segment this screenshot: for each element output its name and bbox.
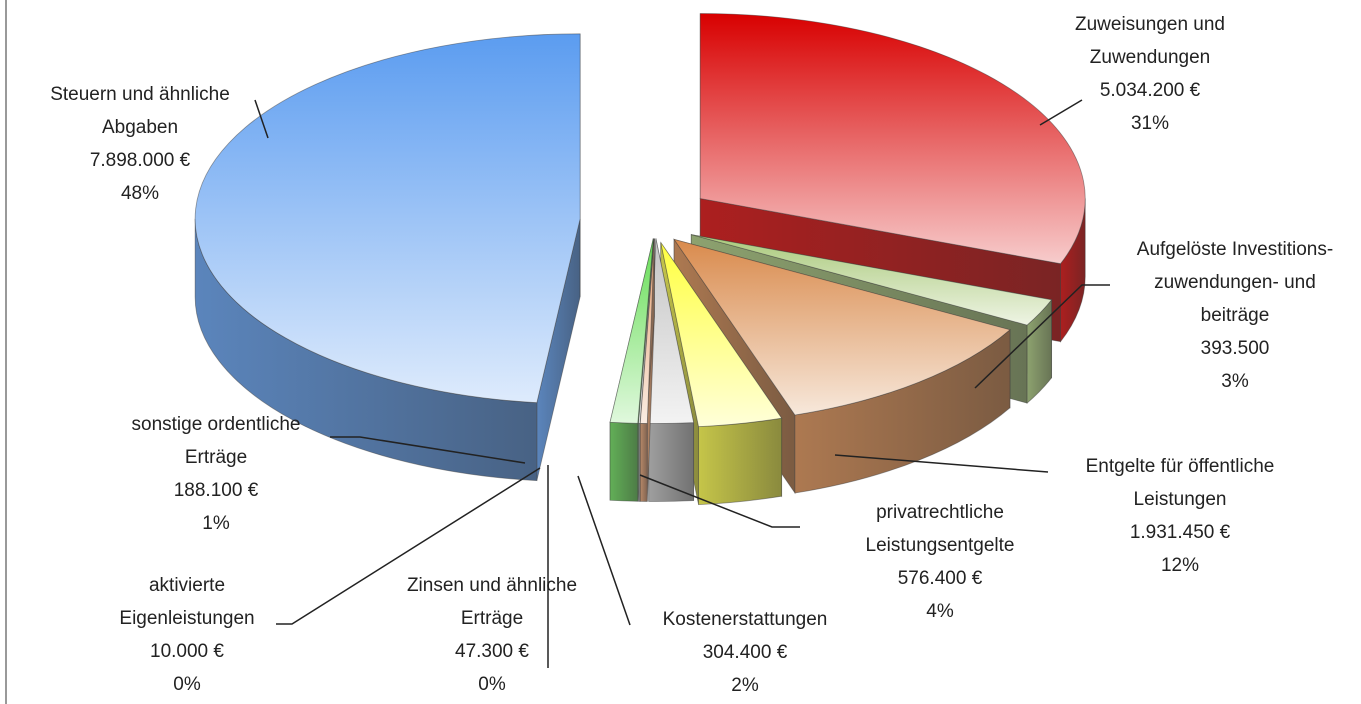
- slice-top: [691, 234, 1053, 326]
- label-line: Abgaben: [102, 117, 178, 138]
- data-label: Aufgelöste Investitions-zuwendungen- und…: [1137, 239, 1333, 392]
- data-label: Zinsen und ähnliche Erträge 47.300 € 0%: [407, 575, 577, 695]
- pie: [194, 13, 1086, 506]
- label-line: 12%: [1161, 555, 1199, 576]
- label-line: 10.000 €: [150, 641, 224, 662]
- leader-line: [834, 454, 1049, 473]
- label-line: 188.100 €: [174, 480, 259, 501]
- label-line: Erträge: [461, 608, 523, 629]
- slice-top: [609, 238, 654, 424]
- label-line: 31%: [1131, 113, 1169, 134]
- slice-side: [609, 421, 639, 502]
- label-line: 3%: [1221, 371, 1249, 392]
- label-line: sonstige ordentliche: [132, 414, 301, 435]
- label-line: 0%: [173, 674, 201, 695]
- label-line: Zinsen und ähnliche: [407, 575, 577, 596]
- slice-top: [194, 33, 581, 404]
- label-line: Steuern und ähnliche: [50, 84, 230, 105]
- label-line: Erträge: [185, 447, 247, 468]
- leader-line: [254, 99, 269, 139]
- label-line: 576.400 €: [898, 568, 983, 589]
- slice: [194, 33, 581, 482]
- label-line: Zuwendungen: [1090, 47, 1210, 68]
- label-line: Zuweisungen und: [1075, 14, 1225, 35]
- data-label: Kostenerstattungen 304.400 € 2%: [663, 609, 828, 696]
- slice-top: [673, 238, 1011, 416]
- labels: Zuweisungen und Zuwendungen 5.034.200 € 31%…: [50, 14, 1333, 696]
- label-line: Kostenerstattungen: [663, 609, 828, 630]
- slice-top: [639, 238, 655, 424]
- leader-line: [577, 475, 631, 626]
- label-line: 0%: [478, 674, 506, 695]
- slice-side: [698, 417, 783, 506]
- leader-line: [330, 436, 526, 464]
- label-line: 4%: [926, 601, 954, 622]
- leader-line: [639, 474, 800, 528]
- label-line: zuwendungen- und: [1154, 272, 1316, 293]
- slice-side: [638, 422, 641, 502]
- slice-side: [639, 422, 648, 502]
- label-line: 1%: [202, 513, 230, 534]
- slice: [660, 241, 783, 506]
- slice: [639, 238, 655, 502]
- label-line: Leistungsentgelte: [866, 535, 1015, 556]
- label-line: Leistungen: [1134, 489, 1227, 510]
- label-line: beiträge: [1201, 305, 1270, 326]
- label-line: Eigenleistungen: [119, 608, 254, 629]
- leader-line: [974, 284, 1110, 389]
- data-label: Steuern und ähnliche Abgaben 7.898.000 € 48…: [50, 84, 230, 204]
- label-line: aktivierte: [149, 575, 225, 596]
- data-label: Zuweisungen und Zuwendungen 5.034.200 € 31%: [1075, 14, 1225, 134]
- leader-line: [276, 467, 541, 625]
- label-line: 1.931.450 €: [1130, 522, 1231, 543]
- data-label: aktivierte Eigenleistungen 10.000 € 0%: [119, 575, 254, 695]
- leader-line: [1039, 99, 1083, 126]
- label-line: Aufgelöste Investitions-: [1137, 239, 1333, 260]
- label-line: 47.300 €: [455, 641, 529, 662]
- label-line: 5.034.200 €: [1100, 80, 1201, 101]
- label-line: 48%: [121, 183, 159, 204]
- slice-top: [660, 242, 783, 428]
- slice-top: [699, 13, 1086, 265]
- label-line: 304.400 €: [703, 642, 788, 663]
- label-line: Entgelte für öffentliche: [1086, 456, 1275, 477]
- label-line: 2%: [731, 675, 759, 696]
- data-label: sonstige ordentliche Erträge 188.100 € 1%: [132, 414, 301, 534]
- label-line: 7.898.000 €: [90, 150, 191, 171]
- label-line: 393.500: [1201, 338, 1270, 359]
- slice-side: [648, 422, 695, 502]
- data-label: Entgelte für öffentliche Leistungen 1.931.…: [1086, 456, 1275, 576]
- data-label: privatrechtliche Leistungsentgelte 576.400…: [866, 502, 1015, 622]
- label-line: privatrechtliche: [876, 502, 1004, 523]
